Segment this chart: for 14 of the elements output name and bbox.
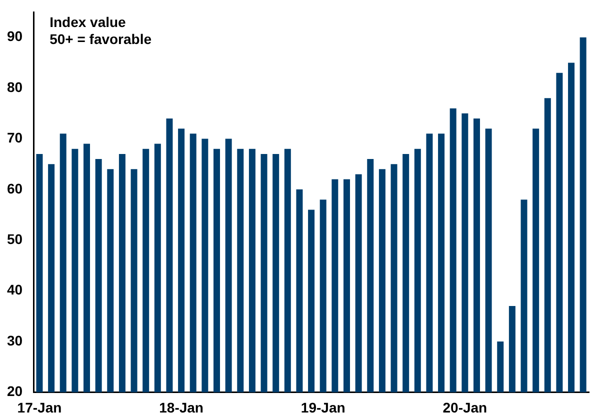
y-tick-label: 20: [6, 383, 23, 400]
x-tick-label: 19-Jan: [300, 399, 346, 416]
x-tick-label: 20-Jan: [442, 399, 488, 416]
annotation: 50+ = favorable: [50, 30, 152, 47]
x-tick-label: 17-Jan: [17, 399, 62, 416]
y-tick-label: 30: [6, 332, 23, 348]
y-tick-label: 70: [6, 130, 23, 146]
annotation: Index value: [50, 14, 126, 30]
y-tick-label: 50: [6, 230, 23, 247]
y-tick-label: 60: [6, 180, 23, 196]
y-tick-label: 80: [6, 78, 23, 95]
x-tick-label: 18-Jan: [159, 399, 204, 416]
y-tick-label: 40: [6, 282, 23, 298]
y-tick-label: 90: [6, 28, 23, 44]
